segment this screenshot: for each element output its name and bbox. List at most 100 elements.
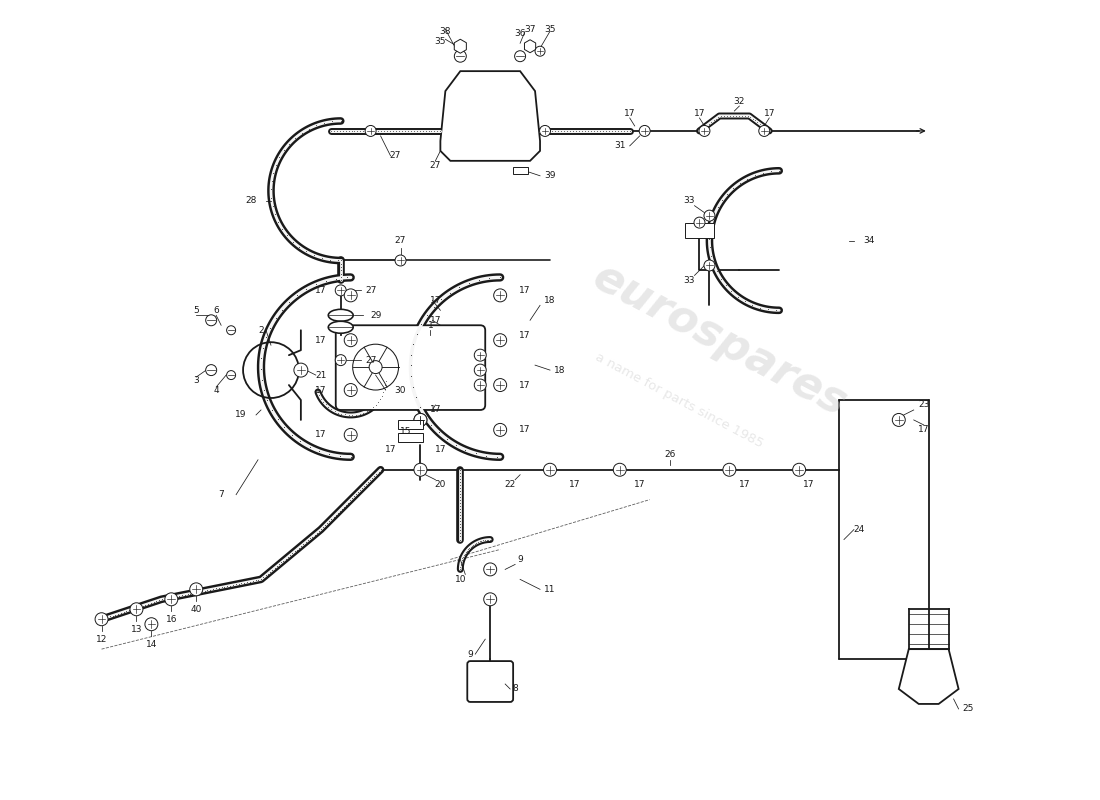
Text: 33: 33 (684, 276, 695, 285)
Text: 34: 34 (864, 236, 874, 245)
Text: 40: 40 (190, 605, 202, 614)
Circle shape (474, 349, 486, 361)
Text: 3: 3 (194, 375, 199, 385)
Text: 17: 17 (519, 330, 531, 340)
Circle shape (639, 126, 650, 137)
Circle shape (892, 414, 905, 426)
Text: 18: 18 (544, 296, 556, 305)
Circle shape (130, 602, 143, 616)
Text: 15: 15 (399, 427, 411, 436)
Text: 24: 24 (854, 525, 865, 534)
Circle shape (723, 463, 736, 476)
Text: 12: 12 (96, 634, 108, 644)
Text: 21: 21 (315, 370, 327, 379)
Text: 30: 30 (395, 386, 406, 394)
FancyBboxPatch shape (513, 167, 528, 174)
FancyBboxPatch shape (398, 421, 422, 430)
Text: 35: 35 (434, 37, 447, 46)
Circle shape (474, 379, 486, 391)
Text: 17: 17 (315, 386, 327, 394)
Text: 17: 17 (569, 480, 581, 490)
Circle shape (165, 593, 178, 606)
Circle shape (414, 414, 427, 426)
Circle shape (694, 217, 705, 228)
Polygon shape (454, 39, 466, 54)
Circle shape (395, 255, 406, 266)
Circle shape (494, 378, 507, 391)
Circle shape (484, 563, 497, 576)
Polygon shape (899, 649, 958, 704)
Text: 17: 17 (315, 336, 327, 345)
Circle shape (454, 50, 466, 62)
Text: 17: 17 (519, 426, 531, 434)
Text: 14: 14 (145, 640, 157, 649)
Circle shape (494, 289, 507, 302)
Text: 17: 17 (519, 286, 531, 295)
Text: a name for parts since 1985: a name for parts since 1985 (593, 350, 766, 450)
Text: 17: 17 (694, 109, 705, 118)
Circle shape (227, 326, 235, 334)
Text: 31: 31 (614, 142, 626, 150)
Text: 7: 7 (218, 490, 224, 499)
Circle shape (145, 618, 158, 630)
FancyBboxPatch shape (398, 434, 422, 442)
Circle shape (336, 285, 346, 296)
Circle shape (539, 126, 550, 137)
Text: 27: 27 (395, 236, 406, 245)
Text: 5: 5 (194, 306, 199, 315)
Text: 18: 18 (554, 366, 565, 374)
Text: 17: 17 (634, 480, 646, 490)
Circle shape (698, 126, 710, 137)
Circle shape (344, 383, 358, 397)
Text: 17: 17 (430, 406, 441, 414)
Text: 20: 20 (434, 480, 447, 490)
Circle shape (704, 260, 715, 271)
Text: 19: 19 (235, 410, 246, 419)
Text: 23: 23 (918, 401, 930, 410)
Text: 22: 22 (505, 480, 516, 490)
Text: 17: 17 (803, 480, 815, 490)
Text: 17: 17 (430, 316, 441, 325)
Text: 17: 17 (315, 286, 327, 295)
Text: 9: 9 (468, 650, 473, 658)
Text: 27: 27 (365, 286, 376, 295)
Text: 8: 8 (513, 685, 518, 694)
FancyBboxPatch shape (684, 223, 714, 238)
Text: 17: 17 (315, 430, 327, 439)
Polygon shape (525, 40, 536, 53)
Text: 32: 32 (734, 97, 745, 106)
FancyBboxPatch shape (468, 661, 513, 702)
Circle shape (95, 613, 108, 626)
Circle shape (704, 210, 715, 221)
Circle shape (414, 414, 427, 426)
Text: 28: 28 (245, 196, 256, 205)
Text: 29: 29 (370, 310, 382, 320)
Circle shape (344, 289, 358, 302)
Text: 36: 36 (515, 29, 526, 38)
Text: 27: 27 (389, 151, 402, 160)
Text: 16: 16 (166, 614, 177, 624)
Text: 10: 10 (454, 575, 466, 584)
Text: 17: 17 (519, 381, 531, 390)
Circle shape (759, 126, 770, 137)
Text: 1: 1 (428, 321, 433, 330)
Circle shape (344, 334, 358, 346)
Text: 25: 25 (962, 705, 975, 714)
Circle shape (484, 593, 497, 606)
Text: 17: 17 (385, 446, 396, 454)
Text: 17: 17 (917, 426, 930, 434)
Text: 13: 13 (131, 625, 142, 634)
Circle shape (227, 370, 235, 379)
Circle shape (206, 314, 217, 326)
Circle shape (494, 423, 507, 436)
Ellipse shape (328, 322, 353, 334)
Text: 4: 4 (213, 386, 219, 394)
Ellipse shape (328, 310, 353, 322)
Circle shape (206, 365, 217, 375)
Circle shape (793, 463, 805, 476)
Circle shape (474, 364, 486, 376)
Circle shape (494, 334, 507, 346)
Text: 27: 27 (365, 356, 376, 365)
Circle shape (336, 354, 346, 366)
Circle shape (294, 363, 308, 377)
